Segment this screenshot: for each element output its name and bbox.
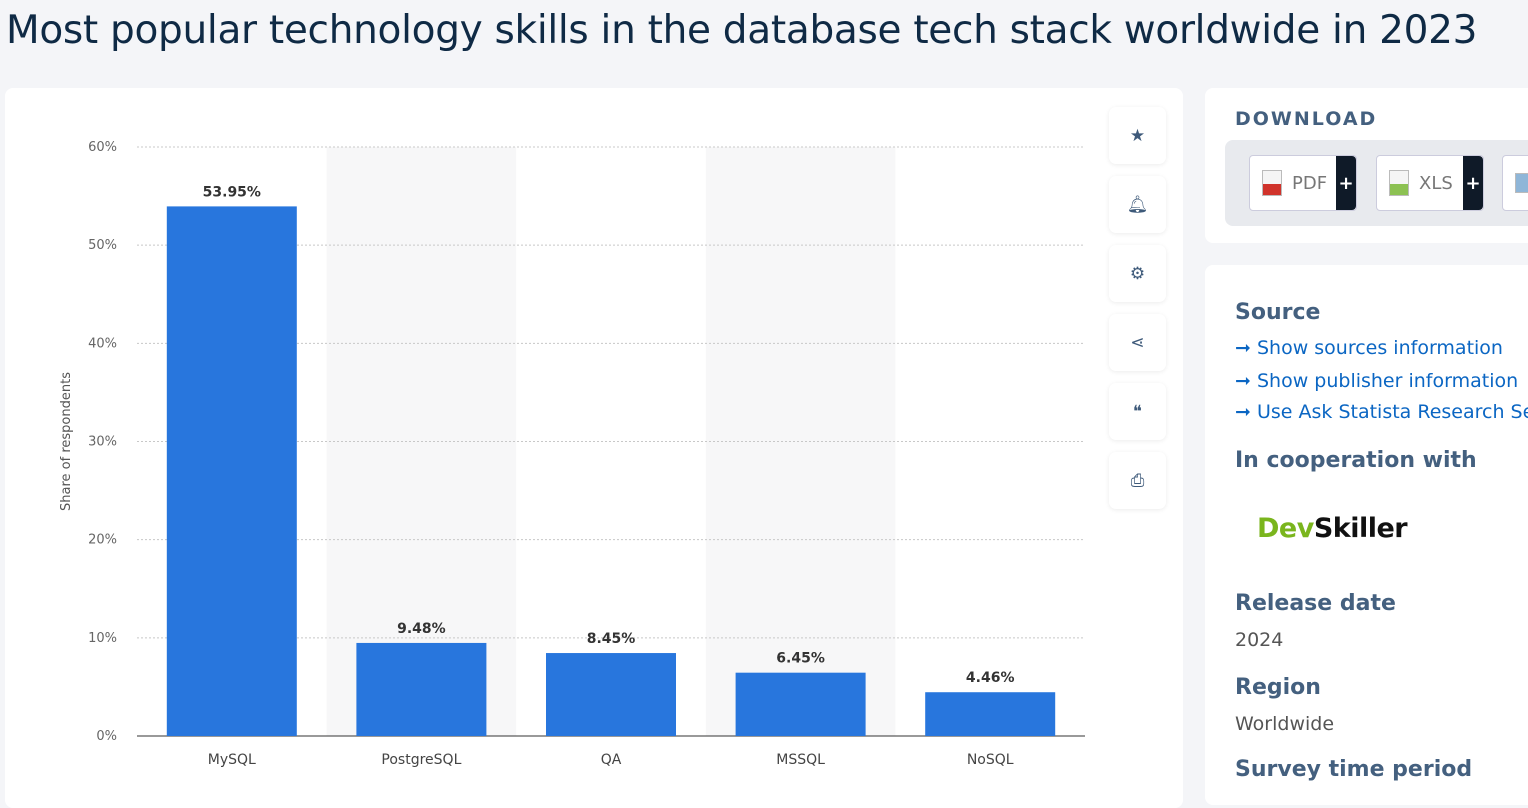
- survey-period-heading: Survey time period: [1235, 757, 1473, 782]
- bar-postgresql: [356, 642, 487, 736]
- show-sources-link[interactable]: ➞ Show sources information: [1235, 337, 1503, 359]
- download-image-button[interactable]: [1502, 155, 1528, 211]
- y-tick-label: 20%: [88, 533, 117, 548]
- gear-button[interactable]: ⚙: [1109, 245, 1166, 302]
- bar-mysql: [166, 206, 297, 736]
- y-tick-label: 40%: [88, 336, 117, 351]
- x-tick-label: NoSQL: [967, 752, 1014, 768]
- show-publisher-link[interactable]: ➞ Show publisher information: [1235, 370, 1519, 392]
- print-icon: ⎙: [1130, 470, 1145, 491]
- y-tick-label: 50%: [88, 238, 117, 253]
- data-label: 9.48%: [397, 621, 446, 637]
- download-xls-button[interactable]: XLS +: [1376, 155, 1484, 211]
- y-tick-label: 0%: [96, 729, 117, 744]
- data-label: 6.45%: [776, 651, 825, 667]
- release-date-value: 2024: [1235, 629, 1284, 651]
- bar-mssql: [735, 672, 866, 736]
- bell-icon: 🔔︎: [1126, 194, 1149, 215]
- bar-qa: [546, 653, 676, 736]
- x-tick-label: MSSQL: [776, 752, 825, 768]
- pdf-label: PDF: [1292, 172, 1328, 194]
- gear-icon: ⚙: [1129, 263, 1146, 284]
- info-panel: Source ➞ Show sources information ➞ Show…: [1205, 265, 1528, 805]
- share-icon: ⋖: [1130, 332, 1145, 353]
- quote-icon: ❝: [1132, 401, 1143, 422]
- region-heading: Region: [1235, 675, 1321, 700]
- pdf-file-icon: [1262, 170, 1282, 196]
- xls-label: XLS: [1419, 172, 1453, 194]
- data-label: 53.95%: [203, 184, 261, 200]
- source-heading: Source: [1235, 300, 1321, 325]
- image-file-icon: [1515, 173, 1528, 193]
- page-title: Most popular technology skills in the da…: [6, 8, 1478, 53]
- region-value: Worldwide: [1235, 713, 1335, 735]
- x-tick-label: QA: [601, 752, 622, 768]
- x-tick-label: PostgreSQL: [381, 752, 461, 768]
- release-date-heading: Release date: [1235, 591, 1396, 616]
- print-button[interactable]: ⎙: [1109, 452, 1166, 509]
- bell-button[interactable]: 🔔︎: [1109, 176, 1166, 233]
- ask-statista-link[interactable]: ➞ Use Ask Statista Research Se: [1235, 401, 1528, 423]
- download-pdf-button[interactable]: PDF +: [1249, 155, 1357, 211]
- xls-plus-button[interactable]: +: [1463, 156, 1483, 210]
- data-label: 4.46%: [966, 670, 1015, 686]
- devskiller-logo: DevSkiller: [1257, 513, 1408, 544]
- cooperation-heading: In cooperation with: [1235, 448, 1477, 473]
- quote-button[interactable]: ❝: [1109, 383, 1166, 440]
- pdf-plus-button[interactable]: +: [1336, 156, 1356, 210]
- download-panel: DOWNLOAD PDF + XLS +: [1205, 88, 1528, 243]
- bar-nosql: [925, 692, 1056, 736]
- download-title: DOWNLOAD: [1235, 108, 1378, 130]
- y-tick-label: 60%: [88, 140, 117, 155]
- data-label: 8.45%: [587, 631, 636, 647]
- y-tick-label: 30%: [88, 435, 117, 450]
- bar-chart: 0% 10% 20% 30% 40% 50% 60% Share of respondents…: [59, 140, 1085, 768]
- x-tick-label: MySQL: [208, 752, 256, 768]
- star-icon: ★: [1129, 125, 1146, 146]
- star-button[interactable]: ★: [1109, 107, 1166, 164]
- share-button[interactable]: ⋖: [1109, 314, 1166, 371]
- y-tick-label: 10%: [88, 631, 117, 646]
- xls-file-icon: [1389, 170, 1409, 196]
- chart-card: 0% 10% 20% 30% 40% 50% 60% Share of respondents…: [5, 88, 1183, 808]
- y-axis-label: Share of respondents: [59, 372, 74, 511]
